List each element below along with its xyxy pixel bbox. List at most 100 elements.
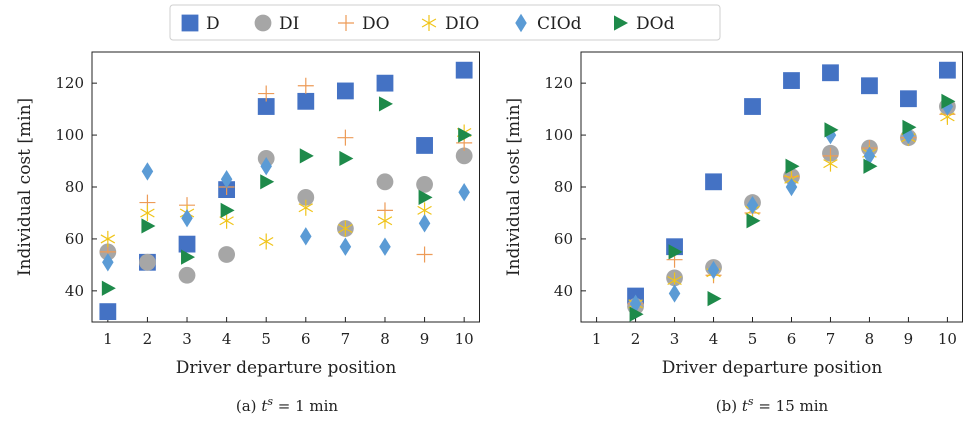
- series-do: [99, 77, 473, 263]
- data-point-ciod: [260, 157, 272, 176]
- legend-item-ciod: CIOd: [515, 13, 582, 34]
- x-tick-label: 9: [420, 330, 430, 348]
- data-point-dod: [863, 158, 878, 174]
- data-point-dod: [101, 280, 116, 296]
- data-point-d: [416, 137, 433, 154]
- chart-panel-a: 1 2 3 4 5 6 7 8 9 10 40 60 80 100 120 Driver departure …: [15, 51, 480, 415]
- data-point-dio: [298, 199, 314, 216]
- data-point-dio: [140, 204, 155, 221]
- caption-symbol: t: [261, 397, 268, 415]
- data-point-dod: [746, 213, 761, 229]
- caption-suffix: = 15 min: [754, 397, 829, 415]
- data-point-dio: [258, 233, 274, 250]
- data-point-dod: [339, 150, 354, 167]
- x-tick-label: 10: [455, 330, 474, 348]
- caption-symbol: t: [742, 397, 749, 415]
- legend: D DI DO DIO CIOd DOd: [169, 4, 721, 41]
- caption-prefix: (a): [236, 397, 261, 415]
- data-point-dod: [418, 189, 433, 205]
- y-tick-label: 40: [554, 282, 573, 300]
- x-tick-label: 10: [938, 330, 957, 348]
- x-tick-label: 7: [826, 330, 836, 348]
- data-point-dod: [707, 291, 722, 307]
- data-point-dod: [824, 122, 839, 138]
- x-tick-label: 5: [261, 330, 271, 348]
- legend-marker-dio-icon: [421, 15, 437, 31]
- x-tick-label: 2: [631, 330, 641, 348]
- x-tick-label: 3: [670, 330, 680, 348]
- caption-suffix: = 1 min: [273, 397, 338, 415]
- series-dod: [101, 96, 473, 296]
- panel-caption: (b) ts = 15 min: [716, 395, 829, 415]
- data-point-ciod: [746, 195, 759, 215]
- y-axis-label: Individual cost [min]: [504, 98, 524, 276]
- data-point-d: [376, 74, 394, 92]
- legend-label-do: DO: [362, 14, 390, 34]
- data-point-ciod: [379, 237, 391, 256]
- legend-item-do: DO: [338, 14, 390, 34]
- data-point-dod: [299, 148, 314, 164]
- data-point-dio: [100, 230, 116, 247]
- data-point-ciod: [220, 170, 233, 189]
- data-point-dod: [260, 174, 275, 190]
- data-point-di: [416, 176, 433, 193]
- legend-label-dod: DOd: [636, 14, 675, 34]
- series-ciod: [102, 157, 470, 272]
- data-point-d: [744, 98, 761, 115]
- data-point-dod: [458, 127, 473, 143]
- y-tick-label: 60: [554, 230, 573, 248]
- data-point-ciod: [785, 177, 798, 197]
- x-tick-label: 2: [143, 330, 153, 348]
- x-tick-label: 6: [787, 330, 797, 348]
- data-point-ciod: [141, 162, 154, 181]
- data-point-ciod: [300, 227, 312, 246]
- data-point-d: [99, 303, 117, 321]
- x-tick-label: 5: [748, 330, 758, 348]
- y-axis-label: Individual cost [min]: [15, 98, 35, 276]
- data-point-d: [178, 235, 196, 253]
- y-tick-label: 40: [65, 282, 84, 300]
- data-point-dod: [941, 93, 956, 109]
- caption-prefix: (b): [716, 397, 742, 415]
- data-point-dio: [823, 155, 838, 172]
- data-point-dod: [220, 202, 235, 218]
- legend-marker-d-icon: [181, 14, 199, 32]
- legend-label-d: D: [206, 14, 220, 34]
- y-tick-label: 120: [55, 74, 84, 92]
- x-tick-label: 6: [301, 330, 311, 348]
- legend-label-dio: DIO: [445, 14, 479, 34]
- y-tick-label: 80: [554, 178, 573, 196]
- legend-label-ciod: CIOd: [537, 14, 582, 34]
- y-tick-label: 120: [544, 74, 573, 92]
- series-dio: [100, 124, 472, 250]
- data-point-ciod: [707, 260, 720, 280]
- x-tick-label: 4: [222, 330, 232, 348]
- legend-marker-dod-icon: [614, 15, 628, 31]
- data-point-dio: [219, 212, 234, 229]
- legend-item-dio: DIO: [421, 14, 479, 34]
- data-point-di: [297, 188, 315, 206]
- x-tick-label: 9: [904, 330, 914, 348]
- data-point-dio: [338, 220, 353, 237]
- y-tick-label: 100: [55, 126, 84, 144]
- data-point-d: [900, 90, 917, 108]
- x-tick-label: 7: [341, 330, 351, 348]
- data-point-do: [416, 246, 433, 263]
- data-point-d: [783, 72, 800, 89]
- legend-frame: [169, 4, 721, 41]
- data-point-dod: [629, 306, 644, 322]
- data-point-d: [297, 92, 315, 110]
- data-point-dod: [785, 158, 800, 174]
- data-point-dod: [902, 119, 917, 135]
- data-point-d: [336, 82, 354, 100]
- data-point-ciod: [458, 182, 470, 202]
- x-axis-label: Driver departure position: [176, 358, 397, 378]
- data-point-ciod: [339, 237, 352, 256]
- x-tick-label: 1: [592, 330, 602, 348]
- data-point-dio: [377, 212, 393, 229]
- data-point-di: [455, 147, 473, 165]
- chart-panel-b: 1 2 3 4 5 6 7 8 9 10 40 60 80 100 120 Driver departure …: [504, 51, 963, 415]
- legend-label-di: DI: [279, 14, 299, 34]
